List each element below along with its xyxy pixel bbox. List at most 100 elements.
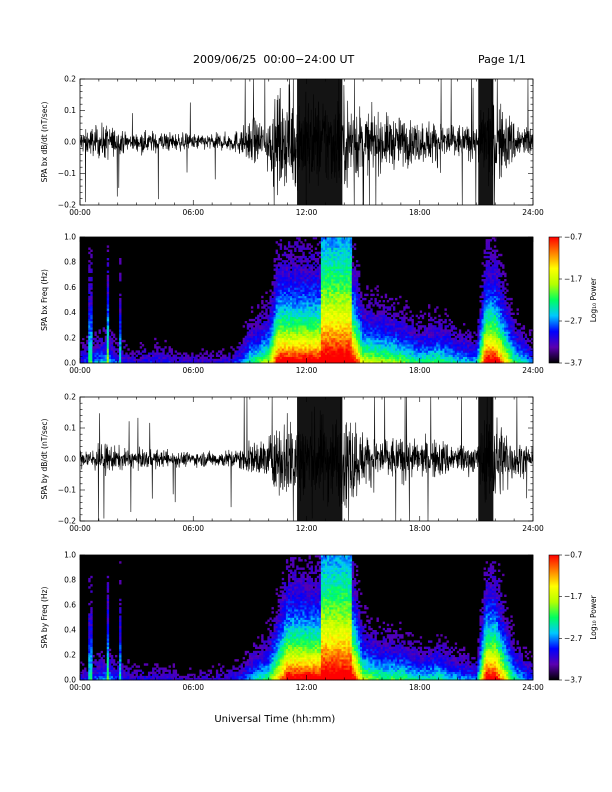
- spectrogram-cell: [141, 344, 145, 347]
- spectrogram-cell: [427, 314, 431, 318]
- spectrogram-cell: [454, 350, 458, 353]
- spectrogram-cell: [450, 358, 453, 362]
- spectrogram-cell: [329, 243, 332, 246]
- spectrogram-cell: [380, 321, 383, 324]
- spectrogram-cell: [440, 344, 443, 347]
- spectrogram-cell: [296, 266, 299, 269]
- spectrogram-cell: [372, 327, 375, 330]
- spectrogram-cell: [351, 325, 355, 328]
- spectrogram-cell: [362, 352, 365, 355]
- spectrogram-cell: [353, 312, 357, 315]
- spectrogram-cell: [320, 243, 324, 246]
- spectrogram-cell: [483, 287, 486, 290]
- spectrogram-cell: [294, 264, 297, 267]
- spectrogram-cell: [263, 346, 266, 349]
- spectrogram-cell: [320, 274, 324, 278]
- spectrogram-cell: [88, 270, 91, 273]
- spectrogram-cell: [349, 293, 353, 297]
- spectrogram-cell: [339, 274, 342, 278]
- spectrogram-cell: [473, 352, 476, 355]
- spectrogram-cell: [376, 337, 379, 341]
- spectrogram-cell: [458, 350, 462, 353]
- spectrogram-cell: [308, 276, 311, 280]
- spectrogram-cell: [123, 356, 126, 360]
- spectrogram-cell: [378, 314, 381, 318]
- spectrogram-cell: [312, 255, 316, 259]
- spectrogram-cell: [384, 327, 388, 330]
- spectrogram-cell: [343, 276, 346, 280]
- spectrogram-cell: [467, 350, 470, 353]
- spectrogram-cell: [491, 304, 495, 307]
- spectrogram-cell: [236, 352, 239, 355]
- spectrogram-cell: [308, 310, 311, 313]
- spectrogram-cell: [345, 274, 348, 278]
- spectrogram-cell: [178, 358, 182, 362]
- spectrogram-cell: [407, 342, 410, 345]
- spectrogram-cell: [430, 327, 433, 330]
- spectrogram-cell: [329, 302, 332, 305]
- spectrogram-cell: [106, 354, 110, 357]
- spectrogram-cell: [384, 316, 388, 320]
- spectrogram-cell: [425, 360, 429, 364]
- spectrogram-cell: [281, 295, 285, 299]
- spectrogram-cell: [255, 316, 258, 320]
- spectrogram-cell: [302, 350, 305, 353]
- spectrogram-cell: [234, 354, 237, 357]
- spectrogram-cell: [110, 346, 114, 349]
- spectrogram-cell: [162, 360, 165, 364]
- spectrogram-cell: [329, 258, 332, 261]
- spectrogram-cell: [275, 295, 278, 299]
- spectrogram-cell: [283, 245, 287, 248]
- spectrogram-cell: [487, 352, 491, 355]
- spectrogram-cell: [119, 348, 122, 351]
- spectrogram-cell: [178, 360, 182, 364]
- spectrogram-cell: [261, 333, 264, 336]
- spectrogram-cell: [327, 358, 330, 362]
- spectrogram-cell: [460, 348, 464, 351]
- spectrogram-cell: [304, 304, 307, 307]
- spectrogram-cell: [444, 318, 447, 322]
- spectrogram-cell: [304, 344, 307, 347]
- spectrogram-cell: [469, 348, 472, 351]
- spectrogram-cell: [376, 323, 379, 326]
- spectrogram-cell: [222, 358, 225, 362]
- spectrogram-cell: [395, 312, 398, 315]
- spectrogram-cell: [131, 354, 134, 357]
- spectrogram-cell: [427, 323, 431, 326]
- spectrogram-cell: [384, 314, 388, 318]
- spectrogram-cell: [366, 346, 369, 349]
- spectrogram-cell: [325, 281, 328, 284]
- spectrogram-cell: [411, 360, 414, 364]
- spectrogram-cell: [458, 333, 462, 336]
- spectrogram-cell: [287, 270, 291, 273]
- spectrogram-cell: [263, 339, 266, 343]
- spectrogram-cell: [285, 314, 289, 318]
- spectrogram-cell: [471, 348, 474, 351]
- spectrogram-cell: [333, 358, 336, 362]
- spectrogram-cell: [287, 289, 291, 292]
- spectrogram-cell: [275, 342, 278, 345]
- spectrogram-cell: [493, 356, 497, 360]
- spectrogram-cell: [131, 356, 134, 360]
- spectrogram-cell: [368, 350, 371, 353]
- spectrogram-cell: [156, 350, 159, 353]
- spectrogram-cell: [399, 321, 402, 324]
- spectrogram-cell: [325, 264, 328, 267]
- spectrogram-cell: [265, 360, 268, 364]
- spectrogram-cell: [296, 342, 299, 345]
- spectrogram-cell: [343, 354, 346, 357]
- spectrogram-cell: [325, 247, 328, 250]
- spectrogram-cell: [353, 316, 357, 320]
- spectrogram-cell: [318, 327, 322, 330]
- spectrogram-cell: [458, 337, 462, 341]
- spectrogram-cell: [469, 358, 472, 362]
- spectrogram-cell: [141, 360, 145, 364]
- spectrogram-cell: [199, 358, 202, 362]
- spectrogram-cell: [440, 329, 443, 332]
- spectrogram-cell: [333, 272, 336, 276]
- spectrogram-cell: [355, 276, 359, 280]
- spectrogram-cell: [131, 350, 134, 353]
- spectrogram-cell: [88, 327, 91, 330]
- spectrogram-cell: [419, 346, 423, 349]
- spectrogram-cell: [125, 352, 128, 355]
